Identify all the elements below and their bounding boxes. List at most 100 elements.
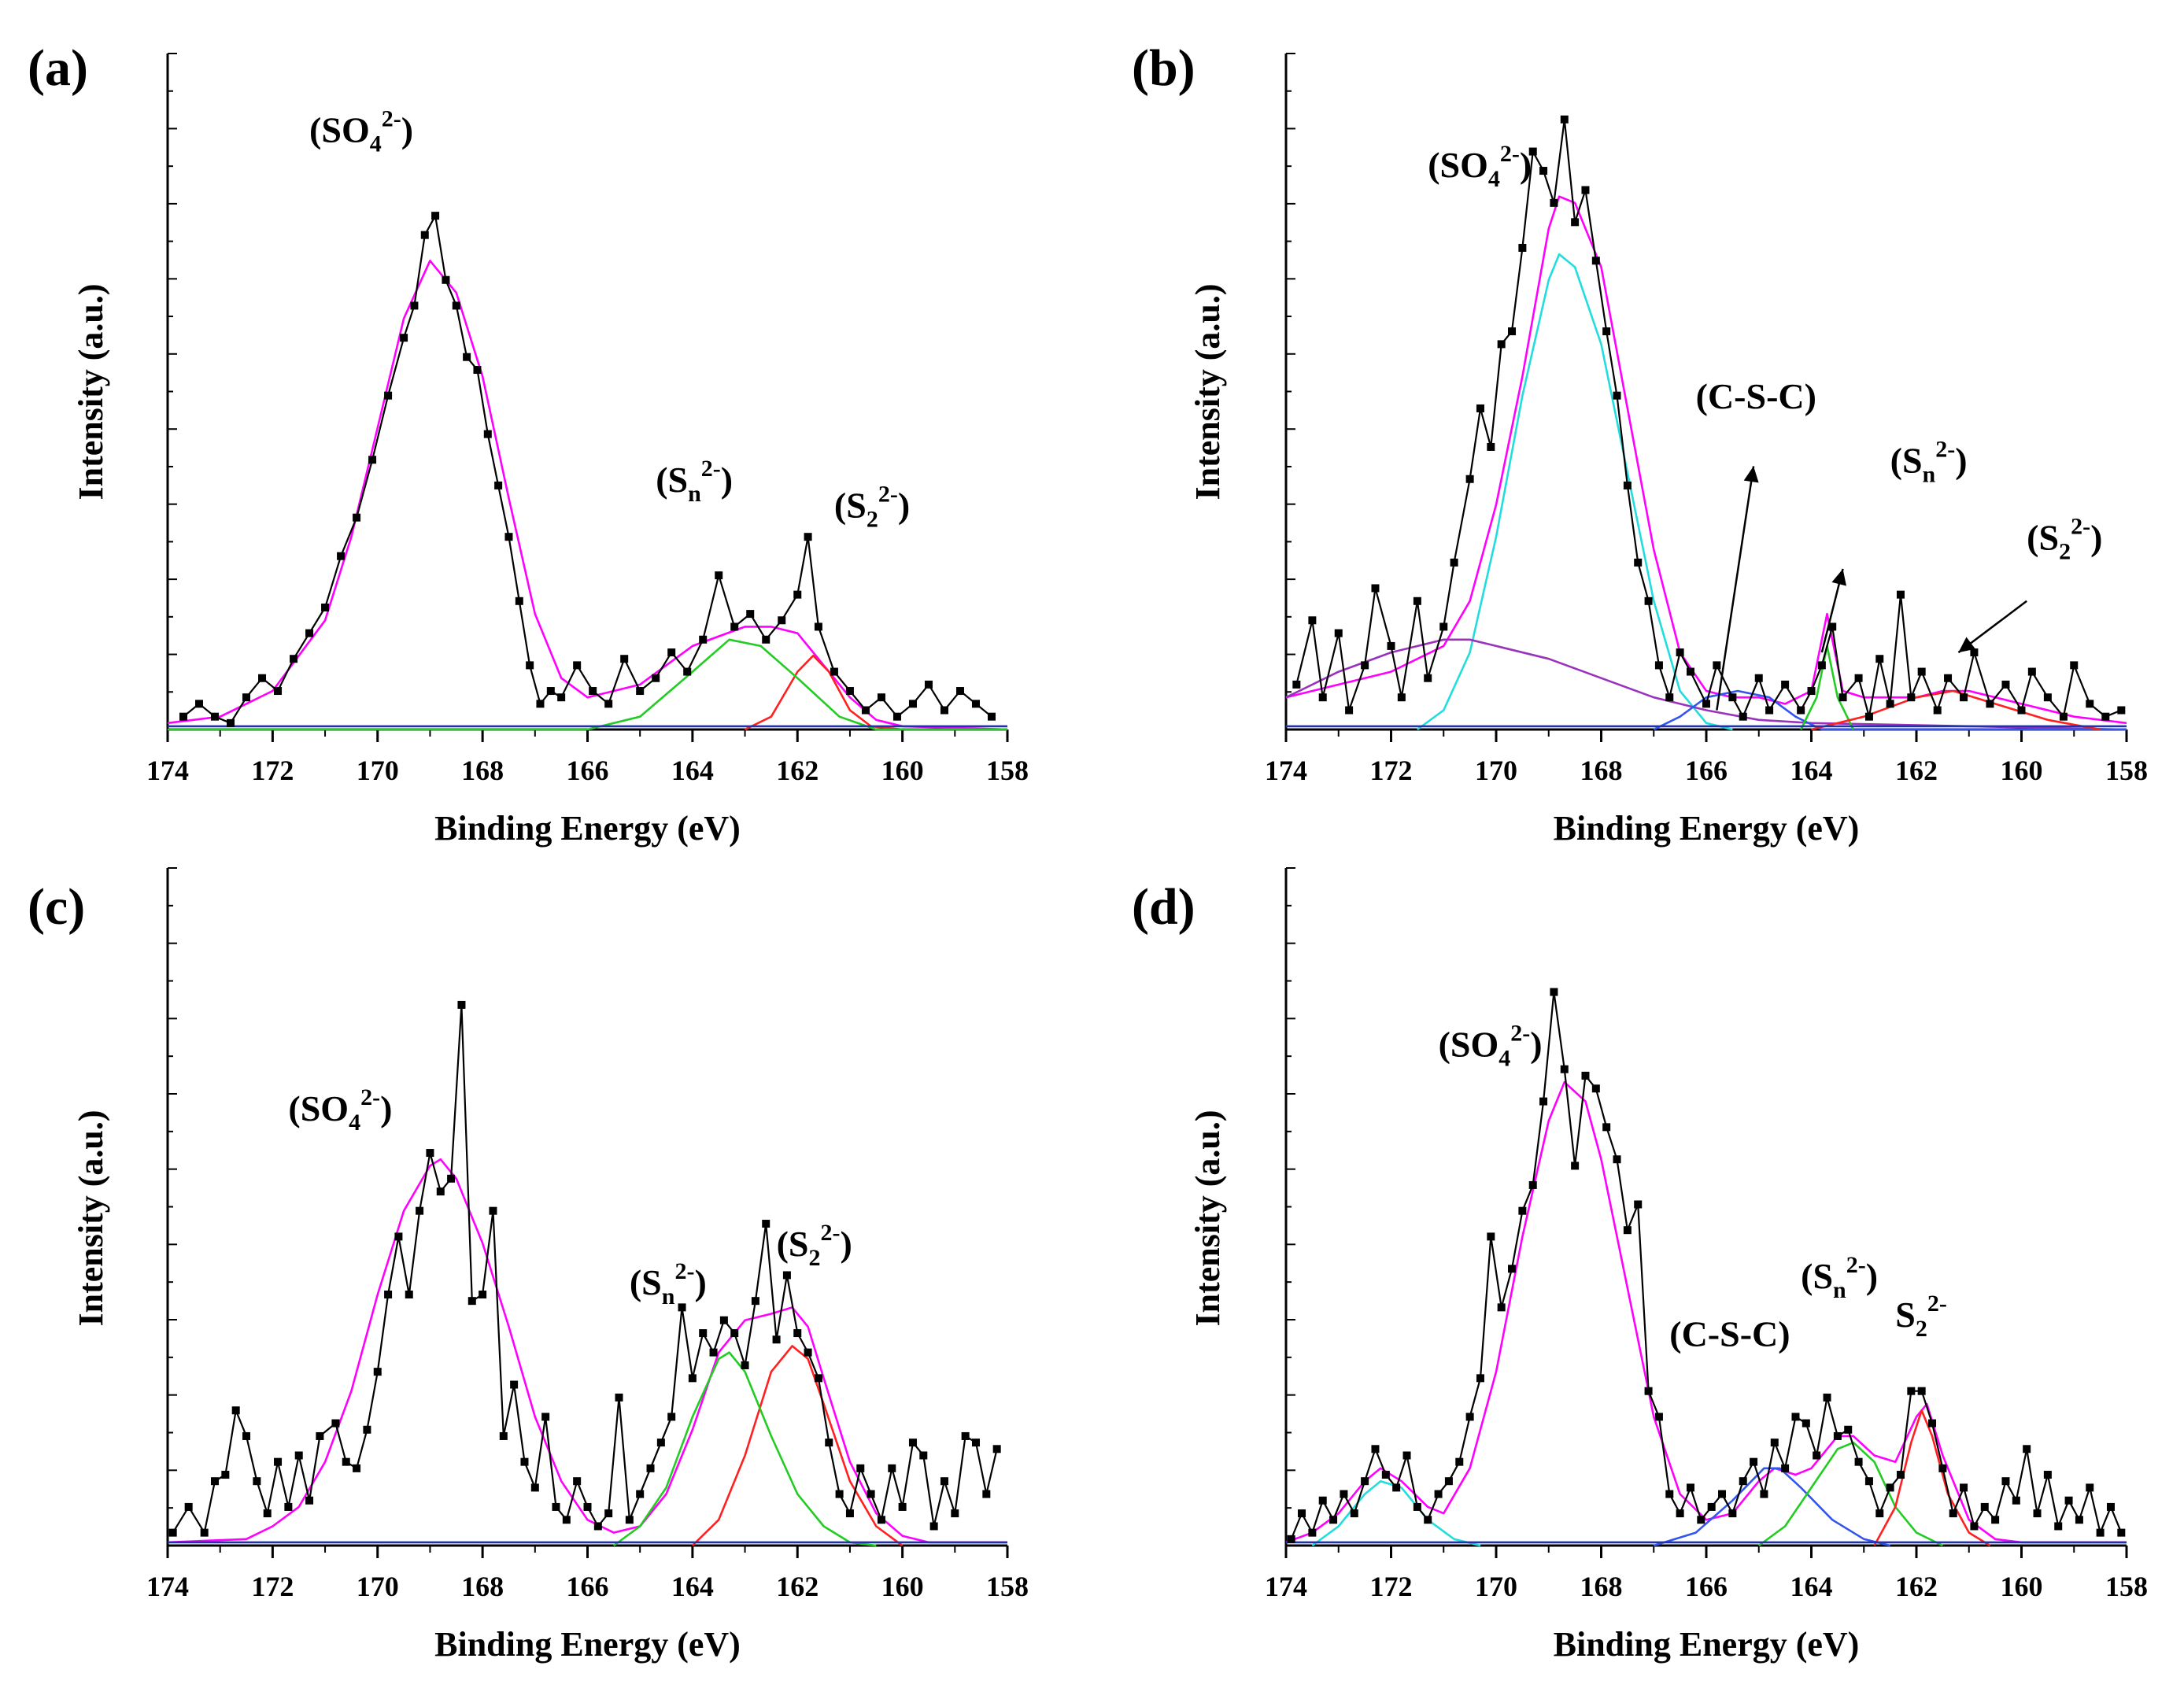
data-point (1938, 1464, 1947, 1472)
fit-line (613, 1351, 877, 1547)
data-point (494, 481, 503, 489)
data-point (1413, 596, 1421, 605)
data-point (1713, 661, 1721, 670)
data-point (1896, 590, 1905, 599)
x-tick-label: 160 (881, 755, 924, 786)
data-point (1450, 558, 1458, 567)
species-label-base: (S (630, 1262, 662, 1302)
data-point (856, 1464, 865, 1472)
species-label: (Sn2-) (630, 1258, 707, 1309)
data-point (1308, 616, 1317, 625)
data-point (1476, 1374, 1484, 1383)
arrow-head (1743, 466, 1759, 483)
species-label-superscript: 2- (1927, 1291, 1947, 1317)
y-axis-title: Intensity (a.u.) (1188, 1110, 1227, 1326)
raw-data-line (1295, 118, 2122, 718)
data-point (416, 1206, 424, 1215)
data-point (992, 1445, 1001, 1453)
data-point (1960, 1483, 1968, 1492)
data-point (589, 687, 597, 696)
data-point (1287, 1535, 1295, 1543)
data-point (1718, 1490, 1727, 1498)
species-label-subscript: 4 (349, 1110, 360, 1136)
data-point (919, 1451, 928, 1460)
data-point (2106, 1502, 2115, 1511)
data-point (751, 1297, 759, 1306)
data-point (1476, 404, 1484, 412)
data-point (1907, 693, 1916, 702)
species-label-base: S (1895, 1295, 1916, 1335)
data-point (1539, 1097, 1548, 1106)
data-point (778, 616, 786, 625)
x-axis-title: Binding Energy (eV) (1554, 1625, 1860, 1664)
data-point (1781, 1464, 1790, 1472)
data-point (2059, 712, 2068, 721)
data-point (1508, 1265, 1517, 1273)
arrow-head (1831, 568, 1846, 586)
data-point (305, 1496, 314, 1505)
data-point (877, 693, 885, 702)
species-label: (Sn2-) (1801, 1252, 1878, 1303)
data-point (530, 1483, 539, 1492)
x-tick-label: 174 (146, 755, 189, 786)
species-label-base: (SO (1428, 145, 1488, 185)
data-point (353, 513, 361, 522)
data-point (483, 430, 492, 438)
data-point (1833, 1431, 1842, 1440)
data-point (1361, 661, 1369, 670)
species-label: (Sn2-) (1890, 437, 1968, 488)
y-axis-title: Intensity (a.u.) (72, 283, 110, 500)
data-point (1970, 1522, 1979, 1531)
data-point (804, 533, 812, 541)
data-point (1702, 700, 1710, 708)
panel-letter: (c) (28, 878, 85, 936)
x-tick-label: 158 (986, 755, 1029, 786)
data-point (184, 1502, 193, 1511)
data-point (1591, 257, 1600, 265)
x-tick-label: 170 (1475, 755, 1517, 786)
data-point (457, 1000, 466, 1009)
x-tick-label: 168 (1580, 1571, 1623, 1602)
data-point (1392, 1483, 1401, 1492)
data-point (1623, 1226, 1632, 1235)
x-tick-label: 164 (671, 1571, 714, 1602)
data-point (867, 1490, 875, 1498)
data-point (1970, 648, 1979, 657)
data-point (1518, 243, 1527, 252)
species-label-tail: ) (1530, 1024, 1542, 1064)
x-tick-label: 164 (1790, 1571, 1833, 1602)
data-point (1770, 1439, 1779, 1447)
data-point (2070, 661, 2079, 670)
species-label-tail: ) (840, 1224, 852, 1264)
species-label-subscript: 2 (2059, 539, 2071, 565)
data-point (741, 1361, 749, 1369)
data-point (730, 622, 739, 631)
data-point (1781, 680, 1790, 689)
data-point (1676, 1509, 1684, 1518)
species-label-base: (SO (288, 1088, 349, 1128)
data-point (1560, 115, 1569, 124)
species-label: (C-S-C) (1696, 376, 1816, 416)
data-point (814, 1374, 822, 1383)
data-point (625, 1516, 634, 1524)
data-point (1497, 1303, 1506, 1312)
data-point (1345, 706, 1354, 715)
species-label-superscript: 2- (360, 1084, 380, 1110)
species-label-tail: ) (721, 460, 733, 500)
data-point (305, 629, 314, 637)
data-point (688, 1374, 697, 1383)
species-label-superscript: 2- (701, 456, 721, 482)
data-point (1334, 629, 1343, 637)
data-point (1686, 1483, 1694, 1492)
data-point (1602, 1123, 1611, 1132)
data-point (1665, 1490, 1674, 1498)
data-point (604, 700, 613, 708)
species-label-subscript: 4 (370, 131, 382, 157)
x-tick-label: 172 (1370, 755, 1413, 786)
species-label-superscript: 2- (820, 1220, 840, 1246)
data-point (940, 1477, 948, 1486)
data-point (1381, 1471, 1390, 1479)
data-point (1665, 693, 1674, 702)
data-point (762, 1220, 770, 1228)
data-point (652, 674, 660, 682)
